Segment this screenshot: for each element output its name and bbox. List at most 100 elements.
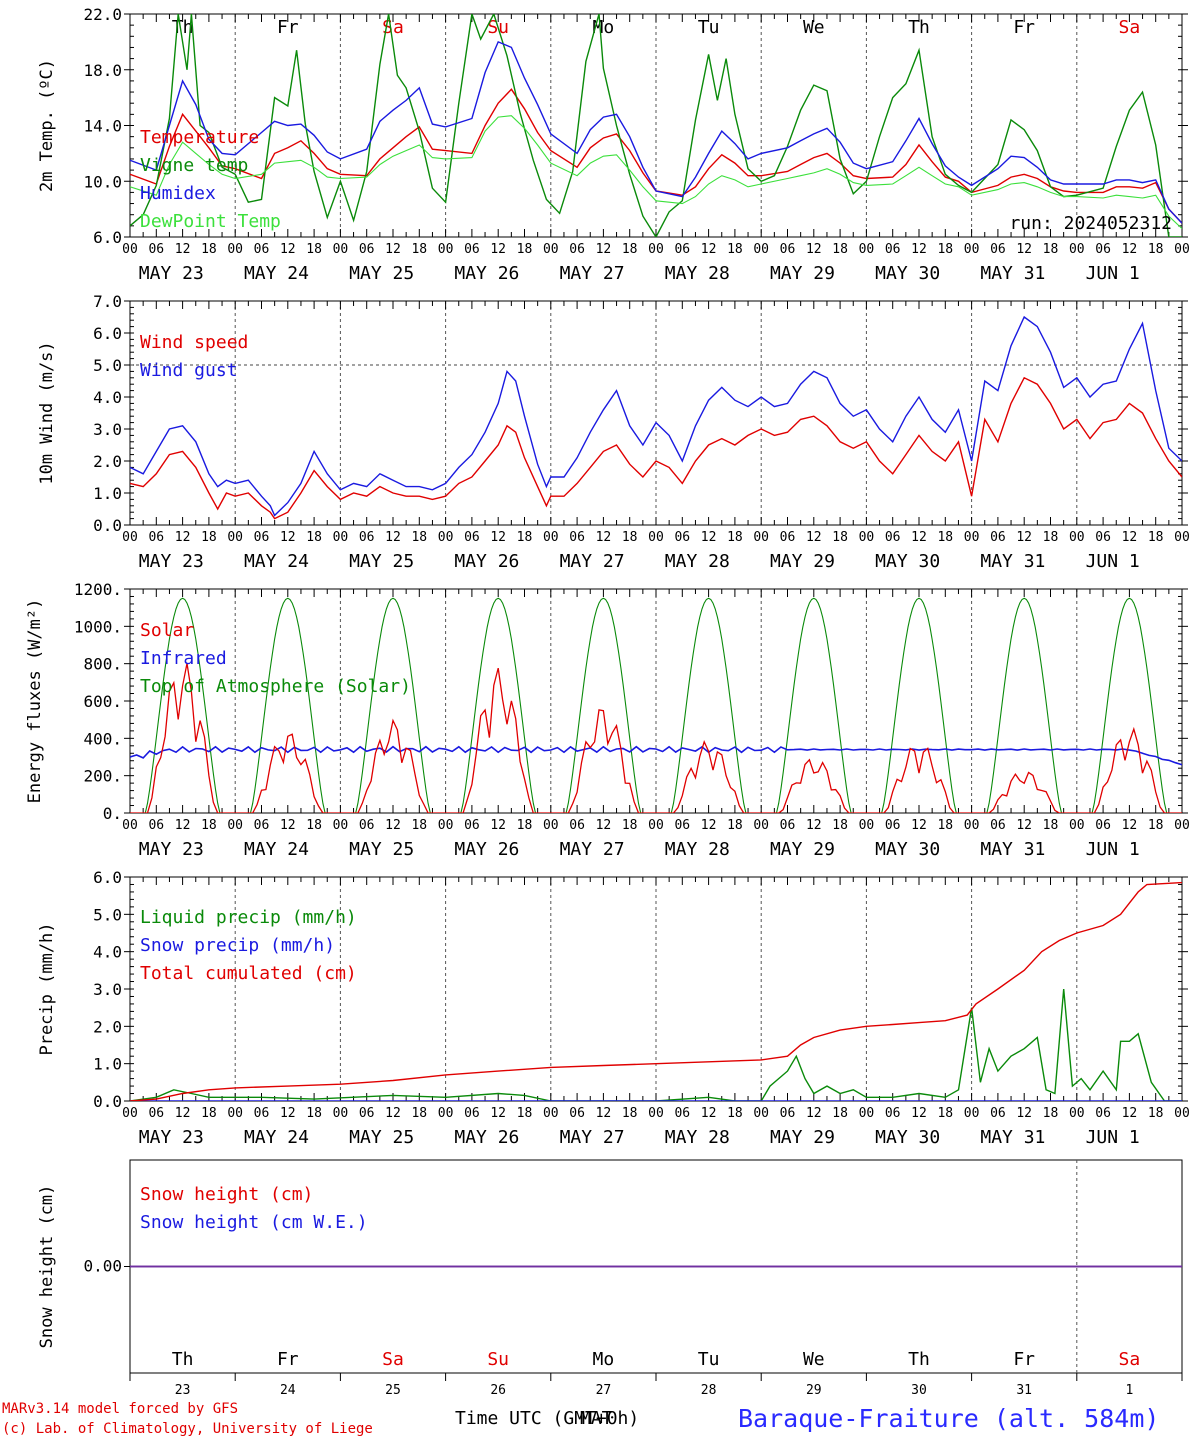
hour-tick-label: 18 <box>1043 1106 1059 1121</box>
hour-tick-label: 06 <box>254 530 270 545</box>
hour-tick-label: 00 <box>438 1106 454 1121</box>
hour-tick-label: 18 <box>306 530 322 545</box>
hour-tick-label: 06 <box>359 242 375 257</box>
hour-tick-label: 12 <box>385 818 401 833</box>
y-tick-label: 1.0 <box>93 484 122 503</box>
hour-tick-label: 06 <box>780 1106 796 1121</box>
date-label: MAY 31 <box>980 839 1045 860</box>
hour-tick-label: 00 <box>859 1106 875 1121</box>
date-label: MAY 31 <box>980 1127 1045 1148</box>
date-label: MAY 28 <box>665 839 730 860</box>
y-axis-title: 2m Temp. (ºC) <box>37 59 57 192</box>
hour-tick-label: 12 <box>175 242 191 257</box>
y-tick-label: 600. <box>83 692 122 711</box>
legend-entry: DewPoint Temp <box>140 211 281 232</box>
hour-tick-label: 12 <box>490 530 506 545</box>
y-tick-label: 0. <box>103 804 122 823</box>
hour-tick-label: 00 <box>859 818 875 833</box>
hour-tick-label: 06 <box>1095 242 1111 257</box>
hour-tick-label: 18 <box>832 818 848 833</box>
hour-tick-label: 06 <box>148 1106 164 1121</box>
date-label: MAY 27 <box>560 1127 625 1148</box>
hour-tick-label: 06 <box>780 818 796 833</box>
hour-tick-label: 12 <box>490 242 506 257</box>
legend-entry: Solar <box>140 620 194 641</box>
series-group <box>130 315 1182 520</box>
date-label: MAY 26 <box>454 263 519 284</box>
date-label: MAY 29 <box>770 839 835 860</box>
series-0 <box>130 988 1182 1101</box>
day-number-label: 24 <box>280 1383 296 1398</box>
y-tick-label: 0.00 <box>83 1257 122 1276</box>
hour-tick-label: 18 <box>727 818 743 833</box>
hour-tick-label: 00 <box>1069 530 1085 545</box>
day-name-label: We <box>803 1349 825 1370</box>
hour-tick-label: 18 <box>832 242 848 257</box>
hour-tick-label: 12 <box>806 818 822 833</box>
hour-tick-label: 12 <box>701 818 717 833</box>
hour-tick-label: 00 <box>543 530 559 545</box>
hour-tick-label: 12 <box>385 1106 401 1121</box>
series-solar <box>130 663 1182 813</box>
y-axis-title: 10m Wind (m/s) <box>37 341 57 484</box>
hour-tick-label: 06 <box>990 530 1006 545</box>
y-tick-label: 2.0 <box>93 1017 122 1036</box>
legend-entry: Temperature <box>140 127 259 148</box>
hour-tick-label: 12 <box>175 818 191 833</box>
hour-tick-label: 00 <box>1174 818 1190 833</box>
run-annotation: run: 2024052312 <box>1009 213 1172 234</box>
hour-tick-label: 18 <box>1148 242 1164 257</box>
date-label: JUN 1 <box>1086 551 1140 572</box>
y-tick-label: 4.0 <box>93 388 122 407</box>
hour-tick-label: 12 <box>701 1106 717 1121</box>
hour-tick-label: 00 <box>543 242 559 257</box>
hour-tick-label: 12 <box>280 242 296 257</box>
day-name-label: Th <box>908 17 930 38</box>
date-label: JUN 1 <box>1086 839 1140 860</box>
day-name-label: Mo <box>593 1349 615 1370</box>
day-name-label: Tu <box>698 17 720 38</box>
panel-5: 0.00 Snow height (cm) Th Fr Sa Su Mo Tu We Th Fr Sa… <box>37 1159 1183 1398</box>
hour-tick-label: 06 <box>885 530 901 545</box>
date-label: MAY 25 <box>349 551 414 572</box>
hour-tick-label: 00 <box>227 1106 243 1121</box>
y-tick-label: 0.0 <box>93 516 122 535</box>
date-label: MAY 24 <box>244 839 309 860</box>
hour-tick-label: 18 <box>201 530 217 545</box>
hour-tick-label: 00 <box>333 242 349 257</box>
day-name-label: Tu <box>698 1349 720 1370</box>
hour-tick-label: 06 <box>464 530 480 545</box>
date-label: MAY 31 <box>980 551 1045 572</box>
hour-tick-label: 00 <box>333 1106 349 1121</box>
hour-tick-label: 12 <box>596 530 612 545</box>
hour-tick-label: 18 <box>1043 530 1059 545</box>
hour-tick-label: 12 <box>490 1106 506 1121</box>
legend-entry: Snow height (cm W.E.) <box>140 1212 368 1233</box>
day-name-label: Sa <box>382 1349 404 1370</box>
hour-tick-label: 18 <box>201 1106 217 1121</box>
date-label: MAY 24 <box>244 551 309 572</box>
hour-tick-label: 06 <box>674 818 690 833</box>
date-label: MAY 28 <box>665 1127 730 1148</box>
legend-entry: Snow height (cm) <box>140 1184 313 1205</box>
hour-tick-label: 12 <box>596 1106 612 1121</box>
hour-tick-label: 18 <box>1043 242 1059 257</box>
y-tick-label: 2.0 <box>93 452 122 471</box>
y-tick-label: 22.0 <box>83 5 122 24</box>
hour-tick-label: 00 <box>122 530 138 545</box>
hour-tick-label: 00 <box>122 1106 138 1121</box>
hour-tick-label: 12 <box>911 242 927 257</box>
hour-tick-label: 00 <box>859 242 875 257</box>
hour-tick-label: 12 <box>490 818 506 833</box>
day-name-label: Fr <box>1013 1349 1035 1370</box>
day-name-label: Su <box>487 1349 509 1370</box>
plot-frame <box>129 300 1183 526</box>
day-name-label: Mo <box>593 17 615 38</box>
series-0 <box>130 88 1182 224</box>
panel-4: 0.0 1.0 2.0 3.0 4.0 5.0 6.0 Precip (mm/h) 00 06 12… <box>37 868 1190 1148</box>
model-credit: MARv3.14 model forced by GFS <box>2 1401 238 1417</box>
hour-tick-label: 18 <box>622 530 638 545</box>
date-label: MAY 27 <box>560 839 625 860</box>
hour-tick-label: 00 <box>333 530 349 545</box>
date-label: MAY 29 <box>770 1127 835 1148</box>
